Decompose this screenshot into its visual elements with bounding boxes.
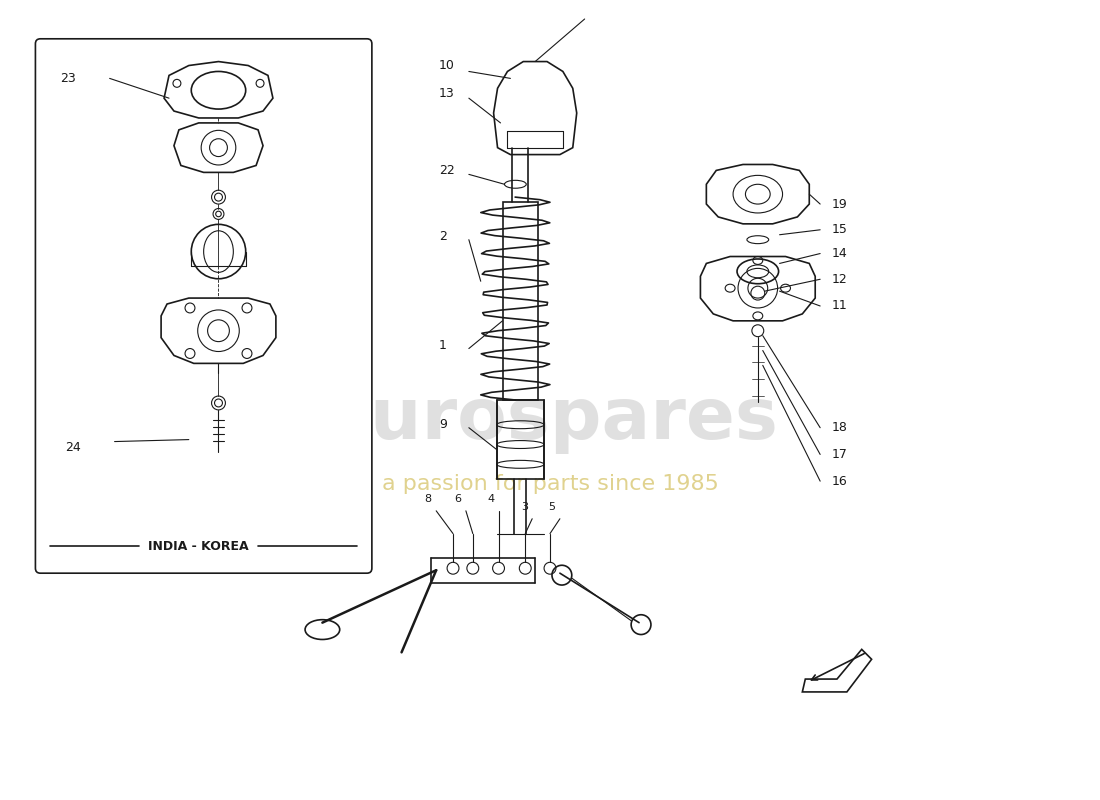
Text: 11: 11 bbox=[832, 299, 848, 313]
Text: 12: 12 bbox=[832, 273, 848, 286]
Text: 4: 4 bbox=[487, 494, 494, 504]
Text: 23: 23 bbox=[60, 72, 76, 85]
Text: 16: 16 bbox=[832, 474, 848, 488]
Text: 19: 19 bbox=[832, 198, 848, 210]
Text: a passion for parts since 1985: a passion for parts since 1985 bbox=[382, 474, 718, 494]
Text: 18: 18 bbox=[832, 422, 848, 434]
Text: 17: 17 bbox=[832, 448, 848, 461]
Bar bbox=[503, 202, 538, 400]
Text: 8: 8 bbox=[425, 494, 432, 504]
Text: 2: 2 bbox=[439, 230, 447, 243]
Text: 13: 13 bbox=[439, 86, 455, 100]
Text: 24: 24 bbox=[65, 441, 81, 454]
Text: 3: 3 bbox=[520, 502, 528, 512]
Text: 10: 10 bbox=[439, 59, 455, 72]
FancyBboxPatch shape bbox=[35, 39, 372, 573]
Text: 22: 22 bbox=[439, 164, 455, 177]
Text: INDIA - KOREA: INDIA - KOREA bbox=[148, 540, 249, 553]
Text: 1: 1 bbox=[439, 339, 447, 352]
Text: eurospares: eurospares bbox=[321, 386, 779, 454]
Text: 15: 15 bbox=[832, 223, 848, 236]
Text: 6: 6 bbox=[454, 494, 462, 504]
Text: 9: 9 bbox=[439, 418, 447, 431]
Bar bbox=[496, 400, 544, 479]
Text: 5: 5 bbox=[549, 502, 556, 512]
Text: 14: 14 bbox=[832, 247, 848, 260]
